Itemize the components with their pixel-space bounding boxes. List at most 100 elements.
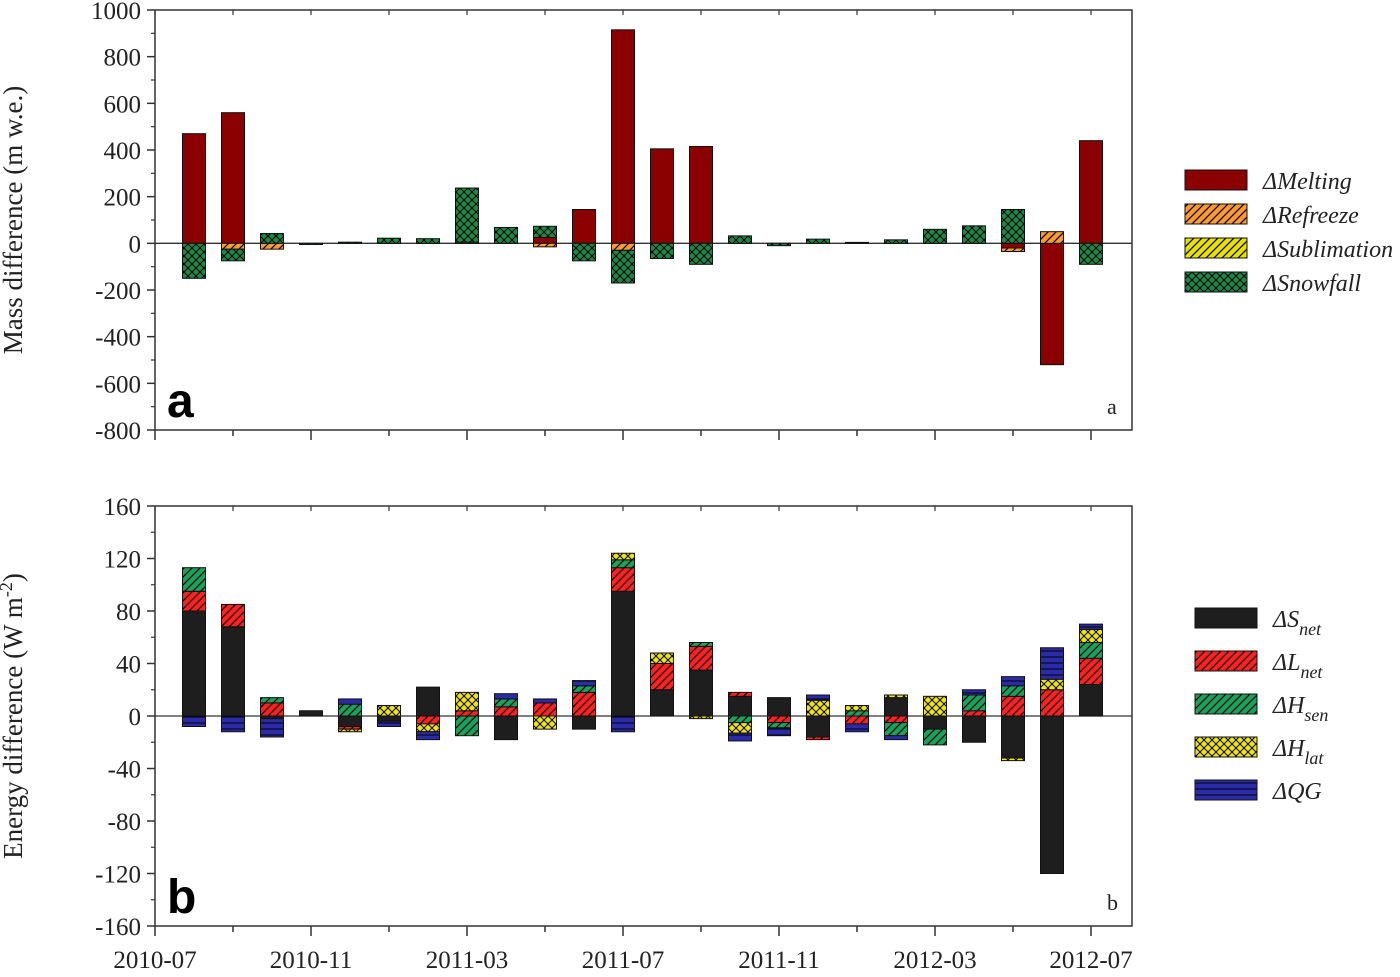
y-axis-title: Energy difference (W m-2) (0, 573, 28, 859)
panel-corner-label: b (1107, 890, 1118, 915)
bar-segment (611, 552, 635, 561)
bar-segment (182, 567, 206, 592)
bar-segment (533, 237, 557, 244)
bar-segment (1040, 242, 1064, 366)
legend-swatch (1184, 237, 1248, 259)
bar-segment (806, 238, 830, 244)
bar-segment (338, 728, 362, 733)
bar-segment (260, 702, 284, 717)
bar-segment (689, 146, 713, 244)
bar-segment (416, 715, 440, 725)
bar-segment (962, 715, 986, 743)
legend-label: ΔMelting (1262, 169, 1352, 195)
legend-label: ΔHlat (1272, 736, 1324, 768)
bar-segment (650, 242, 674, 259)
y-tick-label: 40 (116, 652, 141, 679)
legend-label: ΔHsen (1272, 693, 1328, 725)
x-tick-label: 2011-11 (738, 947, 819, 974)
bar-segment (728, 722, 752, 734)
x-tick-label: 2011-03 (426, 947, 508, 974)
bar-segment (1079, 657, 1103, 685)
bar-segment (767, 242, 791, 247)
bar-segment (611, 559, 635, 569)
bar-segment (455, 187, 479, 243)
bar-segment (221, 626, 245, 717)
bar-segment (611, 715, 635, 733)
bar-segment (1079, 628, 1103, 643)
bar-segment (1001, 242, 1025, 249)
bar-segment (1001, 676, 1025, 687)
bar-segment (1001, 715, 1025, 759)
bar-segment (416, 723, 440, 733)
legend-swatch (1194, 736, 1258, 758)
legend-label: ΔSnowfall (1262, 271, 1361, 297)
bar-segment (221, 603, 245, 628)
bar-segment (260, 242, 284, 250)
bar-segment (494, 693, 518, 700)
bar-segment (416, 686, 440, 717)
bar-segment (689, 715, 713, 720)
bar-segment (494, 226, 518, 244)
bar-segment (650, 652, 674, 664)
bar-segment (1079, 684, 1103, 717)
bar-segment (728, 695, 752, 717)
bar-segment (923, 695, 947, 717)
y-tick-label: 120 (104, 547, 142, 574)
bar-segment (182, 133, 206, 244)
x-tick-label: 2010-07 (113, 947, 196, 974)
y-axis-title: Mass difference (m w.e.) (0, 86, 28, 354)
bar-segment (182, 242, 206, 279)
bar-segment (611, 242, 635, 251)
bar-segment (923, 715, 947, 730)
bar-segment (962, 689, 986, 696)
bar-segment (572, 685, 596, 693)
x-tick-label: 2012-07 (1049, 947, 1132, 974)
bar-segment (767, 715, 791, 724)
y-tick-label: -160 (95, 914, 141, 941)
bar-segment (260, 233, 284, 244)
bar-segment (455, 691, 479, 712)
bar-segment (260, 718, 284, 738)
bar-segment (221, 248, 245, 262)
y-tick-label: 800 (104, 45, 142, 72)
bar-segment (338, 715, 362, 727)
bar-segment (377, 715, 401, 722)
x-tick-label: 2010-11 (270, 947, 352, 974)
legend-swatch (1184, 169, 1248, 191)
bar-segment (611, 567, 635, 592)
panel-letter: b (167, 871, 196, 924)
bar-segment (689, 642, 713, 647)
y-tick-label: -800 (95, 418, 141, 445)
y-tick-label: 600 (104, 91, 142, 118)
bar-segment (455, 715, 479, 737)
bar-segment (572, 691, 596, 717)
legend-energy: ΔSnet ΔLnet ΔHsen ΔHlat ΔQG (1194, 607, 1328, 805)
bar-segment (845, 710, 869, 717)
legend-swatch (1194, 693, 1258, 715)
legend-mass: ΔMelting ΔRefreeze ΔSublimation ΔSnowfall (1184, 169, 1393, 297)
bar-segment (572, 209, 596, 244)
y-tick-label: 1000 (91, 0, 141, 25)
y-tick-label: -200 (95, 278, 141, 305)
bar-segment (767, 722, 791, 729)
bar-segment (884, 722, 908, 737)
x-tick-label: 2012-03 (893, 947, 976, 974)
bar-segment (1079, 140, 1103, 244)
bar-segment (533, 242, 557, 248)
panel-corner-label: a (1107, 394, 1117, 419)
bar-segment (221, 112, 245, 244)
y-tick-label: 0 (129, 231, 142, 258)
bar-segment (182, 715, 206, 727)
bar-segment (221, 242, 245, 250)
bar-segment (650, 689, 674, 717)
bar-segment (806, 694, 830, 701)
bar-segment (806, 715, 830, 738)
x-tick-label: 2011-07 (582, 947, 664, 974)
bar-segment (572, 715, 596, 730)
bar-segment (299, 710, 323, 717)
bar-segment (221, 715, 245, 733)
bar-segment (767, 727, 791, 737)
bar-segment (377, 705, 401, 717)
bar-segment (1001, 757, 1025, 762)
